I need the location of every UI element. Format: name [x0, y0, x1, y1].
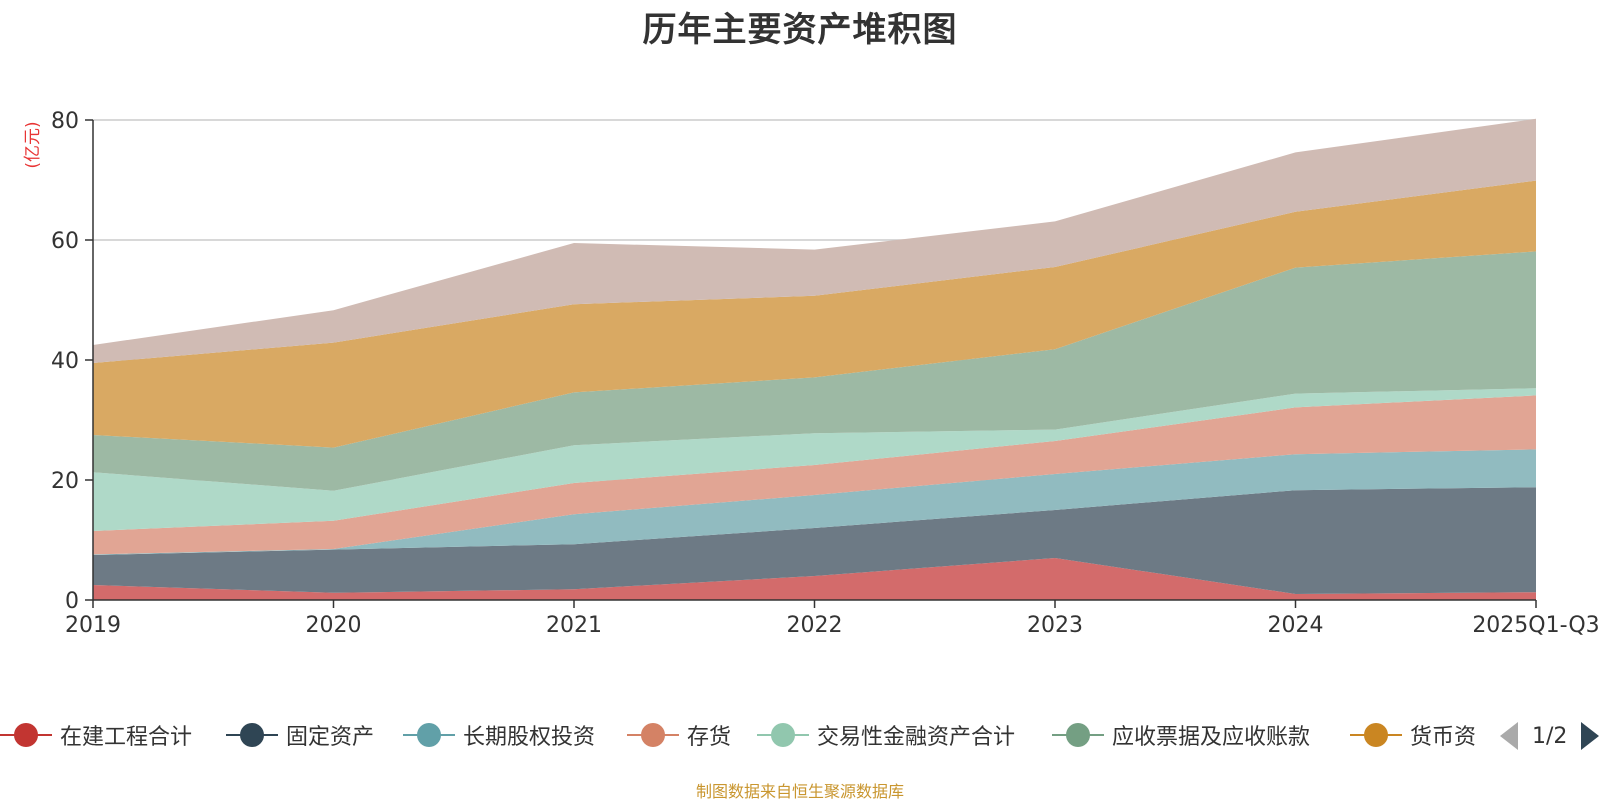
axes: 0 20 40 60 80 2019 2020 2021 2022 2023 2024 2025Q1-…	[51, 109, 1600, 638]
x-tick-label-4: 2023	[1027, 613, 1083, 638]
legend-label: 应收票据及应收账款	[1112, 725, 1311, 750]
legend-item-1[interactable]: 固定资产	[226, 715, 374, 755]
area-series-5[interactable]	[93, 251, 1536, 491]
legend-marker-icon	[757, 721, 809, 749]
legend-next-page-icon[interactable]	[1581, 722, 1600, 750]
chart-title: 历年主要资产堆积图	[642, 10, 958, 50]
legend-marker-icon	[403, 721, 455, 749]
legend-label: 货币资	[1410, 725, 1477, 750]
legend-marker-icon	[627, 721, 679, 749]
legend-marker-icon	[226, 721, 278, 749]
y-tick-label-60: 60	[51, 229, 79, 254]
area-series-2[interactable]	[93, 449, 1536, 555]
y-tick-label-80: 80	[51, 109, 79, 134]
area-series-7[interactable]	[93, 118, 1536, 363]
legend-item-4[interactable]: 交易性金融资产合计	[757, 715, 1015, 755]
legend-item-2[interactable]: 长期股权投资	[403, 715, 595, 755]
area-series-0[interactable]	[93, 558, 1536, 600]
legend-marker-icon	[0, 721, 52, 749]
legend-label: 固定资产	[286, 725, 375, 750]
legend-marker-icon	[1052, 721, 1104, 749]
legend-label: 长期股权投资	[463, 725, 596, 750]
legend-page-indicator: 1/2	[1532, 723, 1568, 749]
area-series-3[interactable]	[93, 395, 1536, 555]
legend-pager: 1/2	[1500, 720, 1600, 752]
x-tick-label-3: 2022	[787, 613, 843, 638]
y-tick-label-40: 40	[51, 349, 79, 374]
source-note: 制图数据来自恒生聚源数据库	[695, 782, 904, 801]
legend-item-5[interactable]: 应收票据及应收账款	[1052, 715, 1310, 755]
y-axis-label: (亿元)	[23, 121, 43, 168]
area-series-1[interactable]	[93, 487, 1536, 594]
x-tick-label-1: 2020	[306, 613, 362, 638]
legend-item-0[interactable]: 在建工程合计	[0, 715, 192, 755]
y-tick-label-20: 20	[51, 469, 79, 494]
y-tick-label-0: 0	[65, 589, 79, 614]
area-series-4[interactable]	[93, 388, 1536, 531]
area-series-6[interactable]	[93, 180, 1536, 448]
legend-item-6[interactable]: 货币资	[1350, 715, 1476, 755]
legend-marker-icon	[1350, 721, 1402, 749]
legend: 在建工程合计 固定资产 长期股权投资 存货 交易性金融资产合计 应收票据及应收账款 货币资	[0, 715, 1600, 755]
legend-label: 交易性金融资产合计	[817, 725, 1016, 750]
legend-prev-page-icon[interactable]	[1500, 722, 1518, 750]
x-tick-label-0: 2019	[65, 613, 121, 638]
area-series-group	[93, 118, 1536, 600]
x-tick-label-6: 2025Q1-Q3	[1472, 613, 1599, 638]
x-tick-label-2: 2021	[546, 613, 602, 638]
legend-label: 存货	[687, 725, 732, 750]
x-tick-label-5: 2024	[1268, 613, 1324, 638]
legend-label: 在建工程合计	[60, 725, 193, 750]
legend-item-3[interactable]: 存货	[627, 715, 731, 755]
